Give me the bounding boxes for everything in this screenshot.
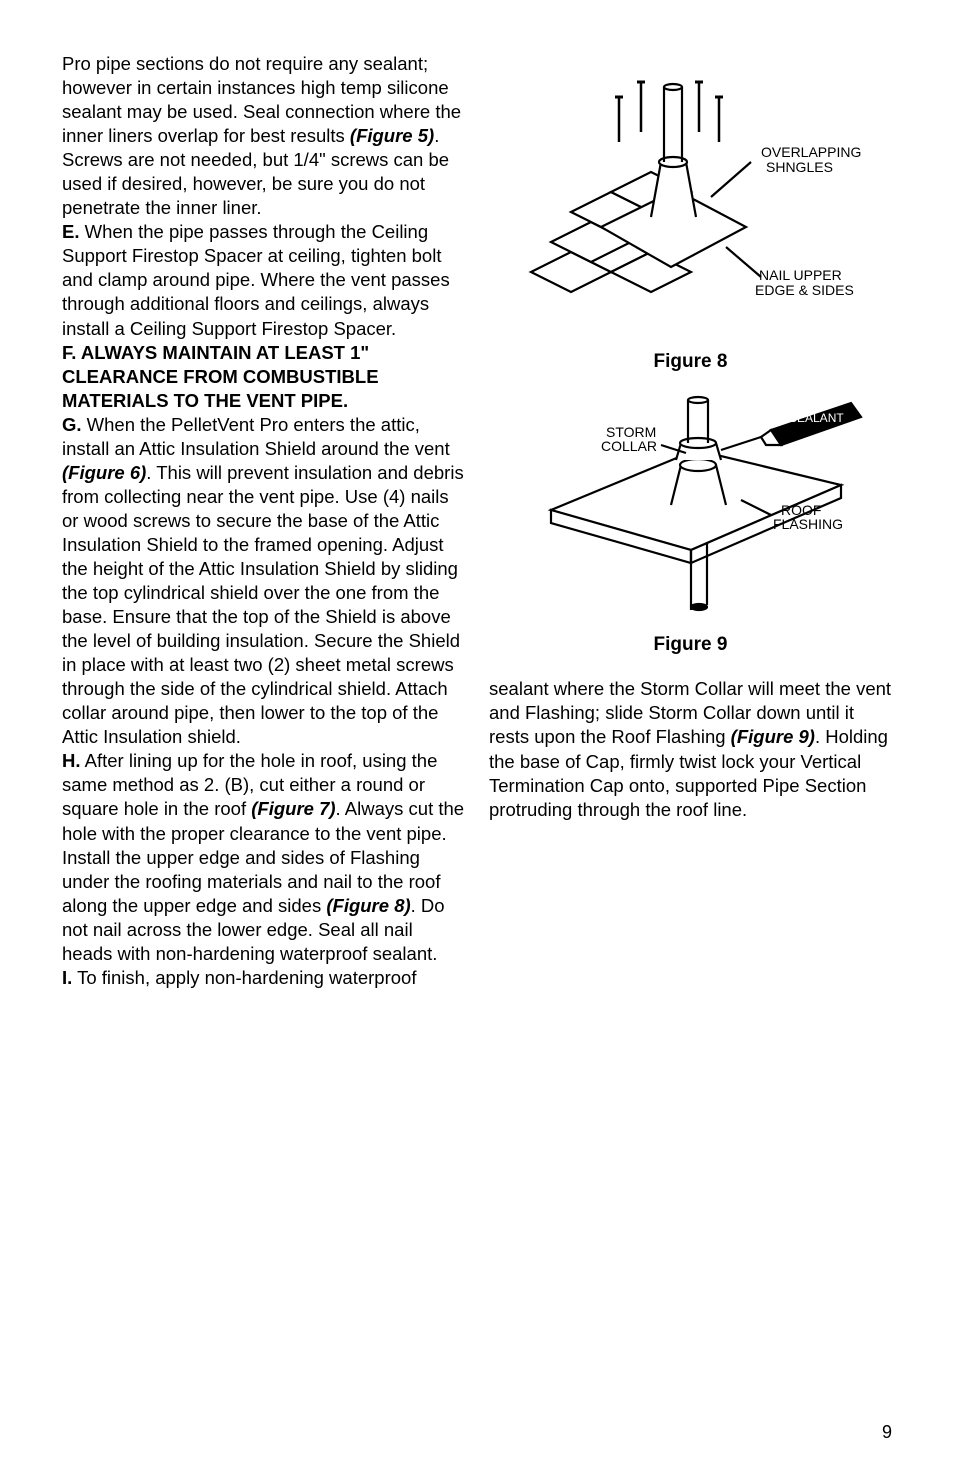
fig9-label-collar: COLLAR — [601, 438, 657, 454]
figure-8-svg: OVERLAPPING SHNGLES NAIL UPPER EDGE & SI… — [511, 52, 871, 342]
para-e-body: When the pipe passes through the Ceiling… — [62, 221, 450, 338]
para-g-b: . This will prevent insulation and debri… — [62, 462, 464, 748]
right-paragraph: sealant where the Storm Collar will meet… — [489, 677, 892, 821]
heading-f: F. ALWAYS MAINTAIN AT LEAST 1" CLEARANCE… — [62, 342, 379, 411]
fig6-ref: (Figure 6) — [62, 462, 146, 483]
label-g: G. — [62, 414, 82, 435]
left-column: Pro pipe sections do not require any sea… — [62, 52, 465, 990]
fig7-ref: (Figure 7) — [251, 798, 335, 819]
fig8-ref: (Figure 8) — [326, 895, 410, 916]
label-i: I. — [62, 967, 72, 988]
two-column-layout: Pro pipe sections do not require any sea… — [62, 52, 892, 990]
figure-9-caption: Figure 9 — [489, 633, 892, 658]
fig5-ref: (Figure 5) — [350, 125, 434, 146]
fig9-ref: (Figure 9) — [731, 726, 815, 747]
figure-9-svg: STORM COLLAR SEALANT ROOF FLASHING — [511, 395, 871, 625]
fig8-label-shingles: SHNGLES — [766, 159, 833, 175]
fig8-label-edge: EDGE & SIDES — [755, 282, 854, 298]
fig9-label-sealant: SEALANT — [789, 411, 844, 425]
label-e: E. — [62, 221, 79, 242]
figure-8-caption: Figure 8 — [489, 350, 892, 375]
page-number: 9 — [882, 1422, 892, 1443]
page: Pro pipe sections do not require any sea… — [0, 0, 954, 1475]
fig8-label-nail: NAIL UPPER — [759, 267, 842, 283]
fig9-label-flashing: FLASHING — [773, 516, 843, 532]
figure-8-block: OVERLAPPING SHNGLES NAIL UPPER EDGE & SI… — [489, 52, 892, 375]
label-h: H. — [62, 750, 81, 771]
figure-9-block: STORM COLLAR SEALANT ROOF FLASHING Figur… — [489, 395, 892, 658]
para-i-body: To finish, apply non-hardening waterproo… — [72, 967, 416, 988]
para-g-a: When the PelletVent Pro enters the attic… — [62, 414, 450, 459]
right-column: OVERLAPPING SHNGLES NAIL UPPER EDGE & SI… — [489, 52, 892, 990]
fig8-label-overlapping: OVERLAPPING — [761, 144, 861, 160]
